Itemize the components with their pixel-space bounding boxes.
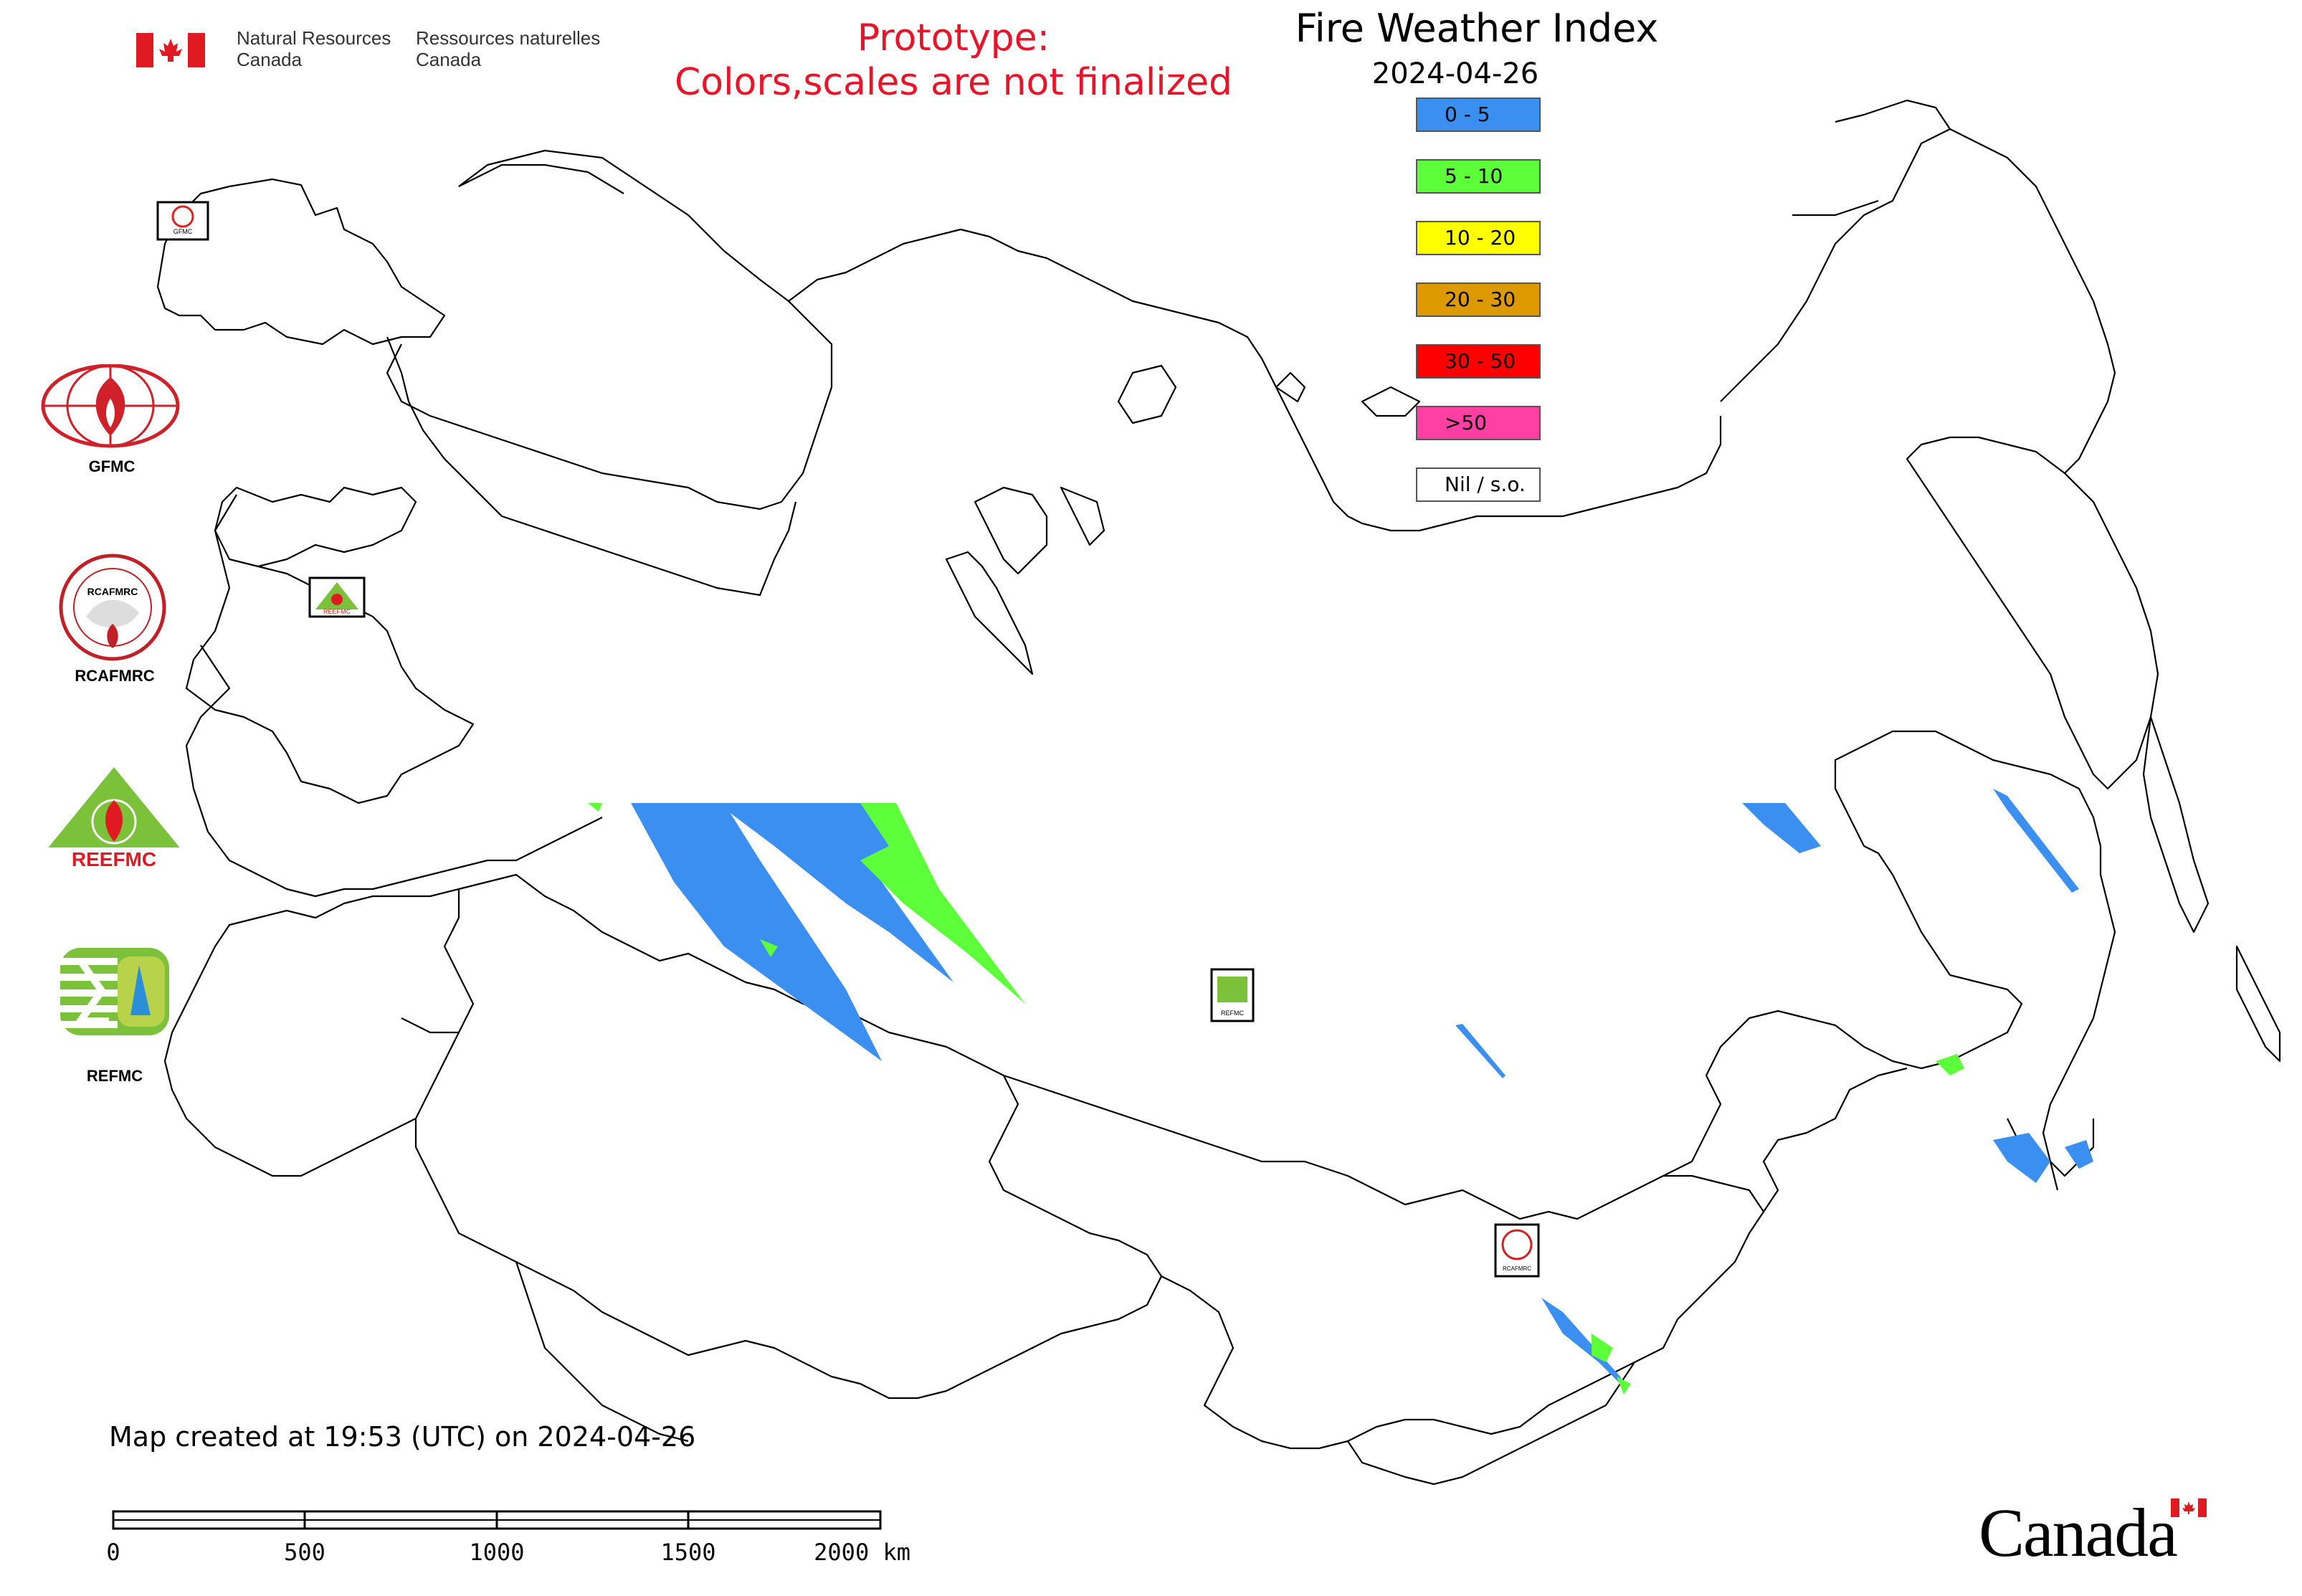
prototype-notice: Prototype: Colors,scales are not finaliz…: [674, 16, 1233, 104]
svg-text:REFMC: REFMC: [1221, 1010, 1244, 1017]
map-date: 2024-04-26: [1371, 57, 1539, 90]
gov-name-fr: Ressources naturelles Canada: [416, 27, 601, 70]
rcafmrc-badge-marker: RCAFMRC: [1494, 1223, 1540, 1278]
refmc-label: REFMC: [86, 1067, 143, 1085]
scale-label-1500: 1500: [660, 1539, 716, 1566]
wordmark-flag-icon: [2171, 1498, 2207, 1517]
scale-label-2000: 2000 km: [814, 1539, 910, 1566]
government-signature: Natural Resources Canada Ressources natu…: [136, 27, 602, 77]
svg-text:RCAFMRC: RCAFMRC: [87, 586, 138, 597]
svg-text:REEFMC: REEFMC: [323, 608, 351, 615]
legend-item-30-50: 30 - 50: [1416, 344, 1541, 379]
legend-item-5-10: 5 - 10: [1416, 159, 1541, 194]
legend-item-over-50: >50: [1416, 406, 1541, 440]
svg-text:REEFMC: REEFMC: [72, 848, 156, 870]
gfmc-label: GFMC: [88, 457, 135, 475]
refmc-badge-marker: REFMC: [1210, 968, 1255, 1022]
legend-item-10-20: 10 - 20: [1416, 221, 1541, 255]
scale-label-500: 500: [284, 1539, 325, 1566]
scale-label-1000: 1000: [469, 1539, 525, 1566]
map-title: Fire Weather Index: [1295, 6, 1659, 51]
map-created-timestamp: Map created at 19:53 (UTC) on 2024-04-26: [109, 1421, 696, 1453]
rcafmrc-logo-icon: RCAFMRC: [59, 554, 166, 661]
legend-item-nil: Nil / s.o.: [1416, 467, 1541, 502]
reefmc-logo-icon: REEFMC: [37, 767, 191, 870]
svg-text:RCAFMRC: RCAFMRC: [1503, 1265, 1531, 1272]
canada-flag-icon: [136, 33, 205, 67]
scale-bar-graphic: [112, 1510, 882, 1530]
gfmc-badge-marker: GFMC: [156, 201, 209, 241]
fwi-areas: [588, 789, 2093, 1395]
legend-item-0-5: 0 - 5: [1416, 98, 1541, 132]
svg-text:GFMC: GFMC: [173, 228, 193, 235]
reefmc-badge-marker: REEFMC: [308, 576, 366, 618]
scale-bar: 0 500 1000 1500 2000 km: [106, 1498, 910, 1585]
gov-name-en: Natural Resources Canada: [237, 27, 391, 70]
country-boundaries: [156, 99, 2281, 1486]
canada-wordmark: Canada: [1979, 1493, 2222, 1572]
gfmc-logo-icon: [41, 364, 180, 448]
rcafmrc-label: RCAFMRC: [75, 667, 155, 685]
scale-label-0: 0: [106, 1539, 120, 1566]
refmc-logo-icon: [60, 948, 169, 1035]
legend-item-20-30: 20 - 30: [1416, 282, 1541, 317]
